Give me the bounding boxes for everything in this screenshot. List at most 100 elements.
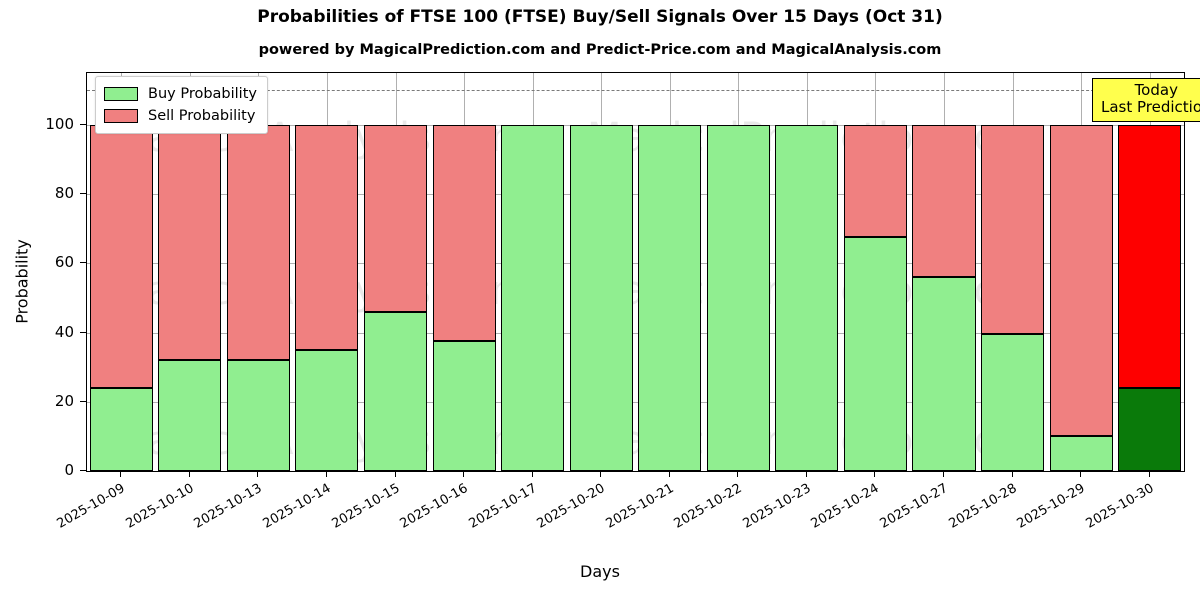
bar-segment-buy[interactable] <box>1118 387 1182 471</box>
today-annotation-line1: Today <box>1134 81 1178 99</box>
x-axis-tick-label: 2025-10-09 <box>54 481 128 532</box>
bar-group[interactable] <box>501 73 565 471</box>
x-axis-tick-mark <box>326 472 327 477</box>
bar-group[interactable] <box>912 73 976 471</box>
legend-label-buy: Buy Probability <box>148 86 257 102</box>
bar-segment-buy[interactable] <box>226 360 290 471</box>
bar-segment-sell[interactable] <box>843 124 907 238</box>
today-last-prediction-annotation: Today Last Prediction <box>1092 78 1200 122</box>
bar-segment-sell[interactable] <box>1118 124 1182 388</box>
bar-segment-buy[interactable] <box>569 124 633 471</box>
threshold-dashed-line <box>87 90 1184 92</box>
bar-segment-sell[interactable] <box>226 124 290 361</box>
x-axis-tick-mark <box>600 472 601 477</box>
x-axis-tick-label: 2025-10-14 <box>260 481 334 532</box>
bars-layer <box>87 73 1184 471</box>
y-axis-tick-mark <box>80 331 86 333</box>
bar-group[interactable] <box>432 73 496 471</box>
gridline-horizontal <box>87 471 1184 472</box>
x-axis-tick-label: 2025-10-27 <box>877 481 951 532</box>
y-axis-tick-label: 0 <box>64 461 74 479</box>
bar-segment-buy[interactable] <box>501 124 565 471</box>
bar-group[interactable] <box>363 73 428 471</box>
x-axis-tick-mark <box>532 472 533 477</box>
x-axis-tick-mark <box>463 472 464 477</box>
x-axis-tick-mark <box>669 472 670 477</box>
x-axis-tick-label: 2025-10-28 <box>946 481 1020 532</box>
bar-group[interactable] <box>638 73 702 471</box>
y-axis-tick-label: 20 <box>54 391 74 410</box>
bar-group[interactable] <box>981 73 1045 471</box>
legend-label-sell: Sell Probability <box>148 108 256 124</box>
bar-group[interactable] <box>295 73 359 471</box>
x-axis-tick-mark <box>120 472 121 477</box>
bar-segment-buy[interactable] <box>363 311 428 471</box>
bar-segment-buy[interactable] <box>843 237 907 471</box>
chart-legend: Buy Probability Sell Probability <box>95 76 268 134</box>
bar-group[interactable] <box>89 73 153 471</box>
bar-segment-sell[interactable] <box>432 124 496 342</box>
bar-group[interactable] <box>1118 73 1182 471</box>
x-axis-label: Days <box>580 562 620 581</box>
x-axis-tick-label: 2025-10-16 <box>397 481 471 532</box>
x-axis-tick-label: 2025-10-22 <box>671 481 745 532</box>
y-axis-tick-label: 80 <box>54 184 74 203</box>
bar-segment-buy[interactable] <box>158 360 222 471</box>
gridline-horizontal <box>87 263 1184 265</box>
x-axis-tick-mark <box>874 472 875 477</box>
y-axis-tick-label: 100 <box>45 114 74 133</box>
bar-segment-sell[interactable] <box>89 124 153 388</box>
bar-segment-buy[interactable] <box>775 124 839 471</box>
y-axis-tick-mark <box>80 262 86 264</box>
bar-segment-buy[interactable] <box>432 341 496 471</box>
today-annotation-line2: Last Prediction <box>1101 97 1200 116</box>
x-axis-tick-label: 2025-10-17 <box>466 481 540 532</box>
bar-group[interactable] <box>1049 73 1113 471</box>
x-axis-tick-label: 2025-10-10 <box>123 481 197 532</box>
bar-segment-buy[interactable] <box>638 124 702 471</box>
x-axis-tick-label: 2025-10-13 <box>191 481 265 532</box>
bar-segment-buy[interactable] <box>981 334 1045 471</box>
x-axis-tick-label: 2025-10-15 <box>329 481 403 532</box>
bar-group[interactable] <box>226 73 290 471</box>
bar-segment-buy[interactable] <box>89 387 153 471</box>
x-axis-tick-label: 2025-10-21 <box>603 481 677 532</box>
legend-item-buy[interactable]: Buy Probability <box>104 83 257 105</box>
x-axis-tick-mark <box>1149 472 1150 477</box>
bar-group[interactable] <box>569 73 633 471</box>
bar-segment-sell[interactable] <box>363 124 428 312</box>
bar-group[interactable] <box>706 73 770 471</box>
y-axis-label: Probability <box>12 239 32 324</box>
x-axis-tick-mark <box>1080 472 1081 477</box>
x-axis-tick-label: 2025-10-30 <box>1083 481 1157 532</box>
bar-group[interactable] <box>843 73 907 471</box>
bar-segment-sell[interactable] <box>1049 124 1113 437</box>
bar-segment-sell[interactable] <box>981 124 1045 335</box>
bar-group[interactable] <box>775 73 839 471</box>
bar-group[interactable] <box>158 73 222 471</box>
y-axis-tick-label: 40 <box>54 322 74 341</box>
x-axis-tick-label: 2025-10-29 <box>1014 481 1088 532</box>
y-axis-tick-label: 60 <box>54 253 74 272</box>
x-axis-tick-mark <box>257 472 258 477</box>
bar-segment-sell[interactable] <box>912 124 976 278</box>
y-axis-tick-mark <box>80 400 86 402</box>
y-axis-tick-mark <box>80 123 86 125</box>
legend-item-sell[interactable]: Sell Probability <box>104 105 257 127</box>
bar-segment-buy[interactable] <box>295 349 359 471</box>
x-axis-tick-label: 2025-10-24 <box>809 481 882 532</box>
legend-swatch-sell-icon <box>104 109 138 123</box>
bar-segment-buy[interactable] <box>706 124 770 471</box>
x-axis-tick-mark <box>395 472 396 477</box>
gridline-horizontal <box>87 332 1184 334</box>
bar-segment-buy[interactable] <box>912 277 976 471</box>
x-axis-tick-mark <box>737 472 738 477</box>
x-axis-tick-mark <box>943 472 944 477</box>
bar-segment-buy[interactable] <box>1049 436 1113 471</box>
bar-segment-sell[interactable] <box>158 124 222 361</box>
chart-title: Probabilities of FTSE 100 (FTSE) Buy/Sel… <box>257 7 943 27</box>
bar-segment-sell[interactable] <box>295 124 359 350</box>
x-axis-tick-label: 2025-10-20 <box>534 481 608 532</box>
x-axis-tick-label: 2025-10-23 <box>740 481 814 532</box>
